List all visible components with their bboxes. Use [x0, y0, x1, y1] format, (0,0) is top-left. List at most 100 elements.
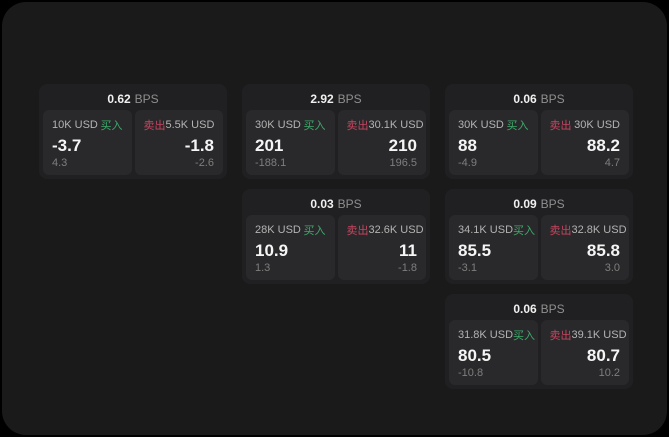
sell-pane-header: 卖出 5.5K USD [144, 117, 215, 133]
sell-pane-header: 卖出 30.1K USD [346, 117, 424, 133]
sell-delta: 4.7 [604, 157, 620, 169]
spread-header: 2.92 BPS [246, 88, 426, 110]
sell-pane-header: 卖出 30K USD [550, 117, 621, 133]
buy-delta: -188.1 [255, 157, 287, 169]
spread-value: 0.06 [513, 92, 537, 106]
buy-delta: 4.3 [52, 157, 68, 169]
buy-price: 201 [255, 135, 284, 155]
spread-value: 0.06 [513, 302, 537, 316]
quote-cards-grid: 0.62 BPS 10K USD 买入 -3.7 4.3 卖出 5.5K USD… [39, 84, 633, 389]
quote-panes: 28K USD 买入 10.9 1.3 卖出 32.6K USD 11 -1.8 [246, 215, 426, 280]
sell-delta: 3.0 [604, 262, 620, 274]
buy-delta: 1.3 [255, 262, 271, 274]
buy-pane-header: 31.8K USD 买入 [458, 327, 535, 343]
buy-price: 80.5 [458, 345, 492, 365]
quote-card[interactable]: 0.06 BPS 31.8K USD 买入 80.5 -10.8 卖出 39.1… [445, 294, 633, 389]
spread-value: 2.92 [310, 92, 334, 106]
spread-unit-label: BPS [337, 92, 362, 106]
sell-price: 11 [399, 240, 417, 260]
buy-pane-header: 28K USD 买入 [255, 222, 326, 238]
buy-pane-header: 30K USD 买入 [458, 117, 529, 133]
quote-panes: 30K USD 买入 88 -4.9 卖出 30K USD 88.2 4.7 [449, 110, 629, 175]
sell-amount: 32.8K USD [571, 224, 627, 236]
buy-delta: -10.8 [458, 367, 484, 379]
buy-amount: 10K USD [52, 119, 98, 131]
sell-amount: 30K USD [574, 119, 620, 131]
buy-amount: 28K USD [255, 224, 301, 236]
sell-pane-header: 卖出 32.8K USD [549, 222, 627, 238]
sell-pane[interactable]: 卖出 39.1K USD 80.7 10.2 [540, 320, 629, 385]
spread-header: 0.06 BPS [449, 88, 629, 110]
buy-side-label: 买入 [506, 120, 529, 132]
sell-delta: 10.2 [598, 367, 620, 379]
sell-price: 85.8 [586, 240, 620, 260]
sell-side-label: 卖出 [346, 120, 369, 132]
sell-side-label: 卖出 [549, 330, 572, 342]
buy-pane[interactable]: 34.1K USD 买入 85.5 -3.1 [449, 215, 538, 280]
buy-pane[interactable]: 30K USD 买入 88 -4.9 [449, 110, 538, 175]
buy-price: 10.9 [255, 240, 289, 260]
spread-value: 0.03 [310, 197, 334, 211]
spread-header: 0.62 BPS [43, 88, 223, 110]
buy-pane-header: 30K USD 买入 [255, 117, 326, 133]
sell-pane[interactable]: 卖出 32.6K USD 11 -1.8 [337, 215, 426, 280]
spread-header: 0.09 BPS [449, 193, 629, 215]
buy-side-label: 买入 [303, 120, 326, 132]
quote-panes: 34.1K USD 买入 85.5 -3.1 卖出 32.8K USD 85.8… [449, 215, 629, 280]
sell-pane-header: 卖出 39.1K USD [549, 327, 627, 343]
sell-price: 88.2 [586, 135, 620, 155]
spread-unit-label: BPS [540, 92, 565, 106]
sell-pane[interactable]: 卖出 30K USD 88.2 4.7 [540, 110, 629, 175]
spread-value: 0.09 [513, 197, 537, 211]
buy-side-label: 买入 [303, 225, 326, 237]
buy-delta: -4.9 [458, 157, 477, 169]
buy-amount: 34.1K USD [458, 224, 514, 236]
buy-side-label: 买入 [100, 120, 123, 132]
sell-pane-header: 卖出 32.6K USD [347, 222, 424, 238]
sell-price: -1.8 [184, 135, 214, 155]
buy-pane[interactable]: 31.8K USD 买入 80.5 -10.8 [449, 320, 538, 385]
buy-delta: -3.1 [458, 262, 477, 274]
buy-amount: 31.8K USD [458, 329, 514, 341]
spread-unit-label: BPS [540, 302, 565, 316]
quote-card[interactable]: 0.06 BPS 30K USD 买入 88 -4.9 卖出 30K USD 8… [445, 84, 633, 179]
sell-pane[interactable]: 卖出 30.1K USD 210 196.5 [337, 110, 426, 175]
spread-value: 0.62 [107, 92, 131, 106]
sell-delta: -1.8 [398, 262, 417, 274]
buy-pane[interactable]: 10K USD 买入 -3.7 4.3 [43, 110, 132, 175]
sell-pane[interactable]: 卖出 32.8K USD 85.8 3.0 [540, 215, 629, 280]
spread-unit-label: BPS [337, 197, 362, 211]
sell-side-label: 卖出 [549, 120, 572, 132]
sell-delta: 196.5 [389, 157, 417, 169]
sell-amount: 39.1K USD [571, 329, 627, 341]
sell-delta: -2.6 [195, 157, 214, 169]
sell-side-label: 卖出 [143, 120, 166, 132]
buy-pane-header: 34.1K USD 买入 [458, 222, 535, 238]
quote-card[interactable]: 0.62 BPS 10K USD 买入 -3.7 4.3 卖出 5.5K USD… [39, 84, 227, 179]
quote-panes: 31.8K USD 买入 80.5 -10.8 卖出 39.1K USD 80.… [449, 320, 629, 385]
buy-pane[interactable]: 28K USD 买入 10.9 1.3 [246, 215, 335, 280]
sell-price: 80.7 [586, 345, 620, 365]
sell-pane[interactable]: 卖出 5.5K USD -1.8 -2.6 [134, 110, 223, 175]
sell-price: 210 [388, 135, 417, 155]
quote-card[interactable]: 0.03 BPS 28K USD 买入 10.9 1.3 卖出 32.6K US… [242, 189, 430, 284]
buy-price: -3.7 [52, 135, 82, 155]
buy-side-label: 买入 [513, 225, 536, 237]
spread-header: 0.03 BPS [246, 193, 426, 215]
quote-card[interactable]: 0.09 BPS 34.1K USD 买入 85.5 -3.1 卖出 32.8K… [445, 189, 633, 284]
buy-price: 88 [458, 135, 477, 155]
buy-pane-header: 10K USD 买入 [52, 117, 123, 133]
sell-amount: 32.6K USD [368, 224, 424, 236]
sell-amount: 30.1K USD [368, 119, 424, 131]
spread-unit-label: BPS [540, 197, 565, 211]
sell-amount: 5.5K USD [165, 119, 215, 131]
quote-panes: 10K USD 买入 -3.7 4.3 卖出 5.5K USD -1.8 -2.… [43, 110, 223, 175]
buy-amount: 30K USD [458, 119, 504, 131]
sell-side-label: 卖出 [549, 225, 572, 237]
buy-price: 85.5 [458, 240, 492, 260]
buy-side-label: 买入 [513, 330, 536, 342]
quote-card[interactable]: 2.92 BPS 30K USD 买入 201 -188.1 卖出 30.1K … [242, 84, 430, 179]
buy-pane[interactable]: 30K USD 买入 201 -188.1 [246, 110, 335, 175]
buy-amount: 30K USD [255, 119, 301, 131]
